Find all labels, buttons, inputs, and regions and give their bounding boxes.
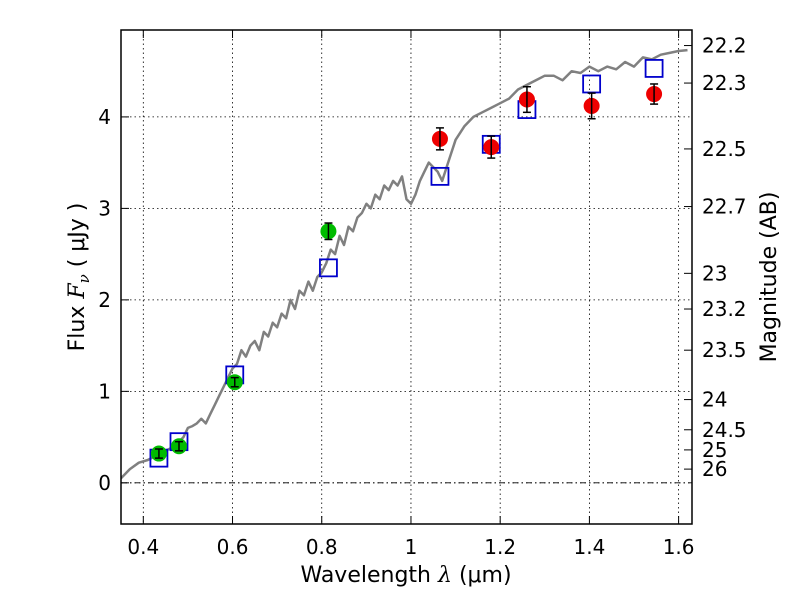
right-tick-label: 26 bbox=[702, 457, 727, 481]
y-tick-label: 2 bbox=[98, 288, 111, 312]
plot-area bbox=[121, 48, 688, 480]
model-square-point bbox=[430, 166, 450, 186]
y-tick-label: 0 bbox=[98, 471, 111, 495]
plot-frame bbox=[120, 29, 693, 525]
y-tick-label: 4 bbox=[98, 105, 111, 129]
right-tick-label: 22.5 bbox=[702, 137, 747, 161]
x-tick-label: 1.4 bbox=[573, 535, 605, 559]
x-tick-label: 1.6 bbox=[663, 535, 695, 559]
y-tick-label: 3 bbox=[98, 196, 111, 220]
x-tick-label: 0.4 bbox=[127, 535, 159, 559]
x-tick-label: 1 bbox=[405, 535, 418, 559]
right-tick-label: 22.7 bbox=[702, 195, 747, 219]
model-square-point bbox=[644, 59, 664, 78]
data-marks bbox=[121, 48, 688, 480]
right-tick-label: 24.5 bbox=[702, 418, 747, 442]
right-tick-label: 23.5 bbox=[702, 338, 747, 362]
model-sed-line bbox=[121, 48, 688, 480]
right-tick-label: 22.3 bbox=[702, 71, 747, 95]
right-tick-label: 23.2 bbox=[702, 297, 747, 321]
y-axis-label: Flux Fν ( μJy ) bbox=[65, 203, 93, 352]
x-axis-label: Wavelength λ (μm) bbox=[300, 563, 511, 588]
right-tick-label: 24 bbox=[702, 388, 727, 412]
x-tick-label: 0.8 bbox=[306, 535, 338, 559]
x-axis-ticks: 0.4 0.6 0.8 1 1.2 1.4 1.6 bbox=[127, 30, 695, 559]
grid-lines bbox=[121, 30, 692, 524]
right-tick-label: 22.2 bbox=[702, 34, 747, 58]
right-tick-label: 23 bbox=[702, 261, 727, 285]
model-square-point bbox=[582, 74, 602, 94]
y-tick-label: 1 bbox=[98, 379, 111, 403]
y-axis-ticks: 0 1 2 3 4 bbox=[98, 105, 129, 495]
model-square-point bbox=[319, 258, 338, 278]
x-tick-label: 1.2 bbox=[484, 535, 516, 559]
x-tick-label: 0.6 bbox=[217, 535, 249, 559]
right-tick-label: 25 bbox=[702, 438, 727, 462]
right-axis-label: Magnitude (AB) bbox=[757, 192, 782, 363]
